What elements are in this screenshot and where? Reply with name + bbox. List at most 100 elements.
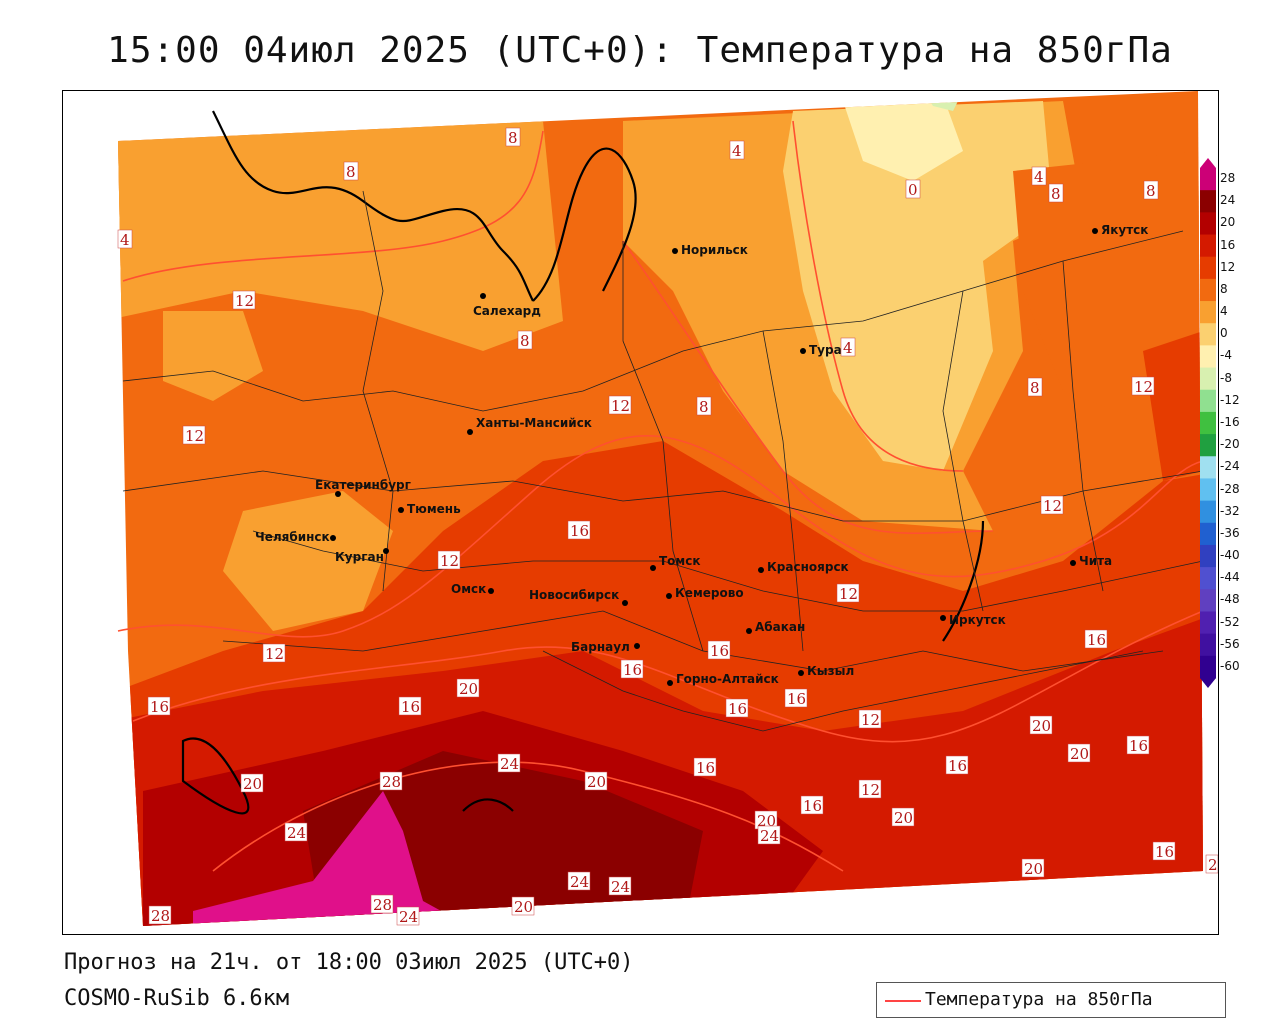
isoline-label: 28 [148, 905, 172, 925]
colorbar-cell [1200, 633, 1216, 657]
colorbar-cell [1200, 301, 1216, 324]
legend-line-swatch [885, 1000, 921, 1002]
map-canvas: Норильск Якутск Салехард Тура Ханты-Манс… [63, 91, 1218, 934]
svg-text:20: 20 [757, 812, 776, 830]
isoline-label: 12 [182, 425, 206, 445]
svg-text:20: 20 [243, 775, 262, 793]
isoline-label: 12 [1131, 376, 1155, 396]
city-tura: Тура [800, 343, 842, 357]
svg-text:16: 16 [570, 522, 589, 540]
isoline-label: 24 [757, 825, 781, 845]
svg-text:Екатеринбург: Екатеринбург [315, 478, 411, 492]
svg-text:Тюмень: Тюмень [407, 502, 461, 516]
isoline-label: 20 [754, 810, 778, 830]
svg-text:16: 16 [401, 698, 420, 716]
isoline-label: 12 [1040, 495, 1064, 515]
svg-text:12: 12 [265, 645, 284, 663]
colorbar-tick-label: -20 [1220, 437, 1240, 452]
svg-text:28: 28 [373, 896, 392, 914]
svg-text:12: 12 [1134, 378, 1153, 396]
colorbar-cell [1200, 456, 1216, 479]
isoline-label: 12 [836, 583, 860, 603]
svg-text:24: 24 [500, 755, 519, 773]
city-novosibirsk: Новосибирск [529, 588, 628, 606]
colorbar-tick-label: -56 [1220, 636, 1240, 651]
colorbar-tick-label: -4 [1220, 348, 1232, 363]
svg-text:24: 24 [570, 873, 589, 891]
isoline-label: 16 [945, 755, 969, 775]
svg-text:4: 4 [1034, 168, 1044, 186]
city-abakan: Абакан [746, 620, 805, 634]
svg-text:Кызыл: Кызыл [807, 664, 854, 678]
colorbar-tick-label: 12 [1220, 259, 1236, 274]
isoline-label: 12 [858, 779, 882, 799]
colorbar-tick-label: -28 [1220, 481, 1240, 496]
isoline-label: 2 [1205, 854, 1218, 874]
isoline-label: 20 [1067, 743, 1091, 763]
isolines [117, 120, 1204, 872]
isoline-label: 24 [284, 822, 308, 842]
svg-text:8: 8 [1051, 185, 1061, 203]
colorbar-cell [1200, 389, 1216, 413]
isoline-label: 8 [1143, 180, 1159, 200]
city-kurgan: Курган [335, 548, 389, 564]
city-khanty-mansiysk: Ханты-Мансийск [467, 416, 592, 435]
svg-text:4: 4 [843, 339, 853, 357]
isoline-label: 20 [1029, 715, 1053, 735]
isoline-label: 20 [891, 807, 915, 827]
colorbar-cell [1200, 567, 1216, 590]
isoline-label: 20 [456, 678, 480, 698]
colorbar-cell [1200, 234, 1216, 258]
svg-text:Ханты-Мансийск: Ханты-Мансийск [476, 416, 592, 430]
svg-text:16: 16 [803, 797, 822, 815]
isoline-label: 20 [1021, 858, 1045, 878]
forecast-info: Прогноз на 21ч. от 18:00 03июл 2025 (UTC… [64, 950, 634, 975]
svg-text:Новосибирск: Новосибирск [529, 588, 619, 602]
city-omsk: Омск [451, 582, 494, 596]
map-legend: Температура на 850гПа [876, 982, 1226, 1018]
colorbar-cell [1200, 544, 1216, 568]
isoline-label: 24 [608, 876, 632, 896]
region-borders [122, 190, 1204, 732]
svg-text:28: 28 [151, 907, 170, 925]
map-title: 15:00 04июл 2025 (UTC+0): Температура на… [107, 30, 1173, 71]
svg-text:16: 16 [623, 661, 642, 679]
city-norilsk: Норильск [672, 243, 748, 257]
city-markers: Норильск Якутск Салехард Тура Ханты-Манс… [255, 223, 1148, 686]
city-kyzyl: Кызыл [798, 664, 854, 678]
colorbar-tick-label: -12 [1220, 392, 1240, 407]
isoline-label: 16 [567, 520, 591, 540]
svg-text:16: 16 [150, 698, 169, 716]
isoline-label: 12 [858, 709, 882, 729]
svg-text:20: 20 [1070, 745, 1089, 763]
svg-text:16: 16 [787, 690, 806, 708]
colorbar-tick-label: -32 [1220, 503, 1240, 518]
city-barnaul: Барнаул [571, 640, 640, 654]
colorbar-tick-label: 8 [1220, 281, 1228, 296]
isoline-label: 16 [620, 659, 644, 679]
svg-text:12: 12 [440, 552, 459, 570]
colorbar-tick-label: 4 [1220, 304, 1228, 319]
colorbar-cell [1200, 611, 1216, 635]
temperature-field [118, 91, 1203, 926]
city-irkutsk: Иркутск [940, 613, 1006, 627]
temperature-map: Норильск Якутск Салехард Тура Ханты-Манс… [62, 90, 1219, 935]
colorbar-tick-label: -36 [1220, 525, 1240, 540]
svg-text:Кемерово: Кемерово [675, 586, 744, 600]
svg-text:12: 12 [235, 292, 254, 310]
isoline-labels: 8 8 4 0 4 8 8 4 12 8 4 8 12 12 12 8 12 1… [117, 127, 1218, 926]
svg-text:16: 16 [1129, 737, 1148, 755]
isoline-label: 24 [396, 906, 420, 926]
colorbar-cell [1200, 434, 1216, 457]
colorbar-tick-label: -8 [1220, 370, 1232, 385]
colorbar-tick-label: -48 [1220, 592, 1240, 607]
colorbar-tick-label: 28 [1220, 171, 1236, 186]
svg-text:Тура: Тура [809, 343, 842, 357]
isoline-label: 20 [511, 896, 535, 916]
svg-text:12: 12 [1043, 497, 1062, 515]
svg-text:0: 0 [908, 181, 918, 199]
isoline-label: 8 [505, 127, 521, 147]
coastline [181, 110, 985, 815]
svg-text:12: 12 [185, 427, 204, 445]
svg-text:8: 8 [520, 332, 530, 350]
